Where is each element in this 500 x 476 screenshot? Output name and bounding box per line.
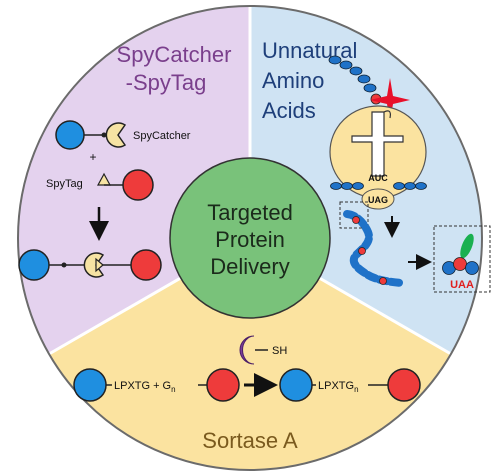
codon-label: UAG [368, 195, 388, 205]
mrna-bead [393, 182, 405, 190]
red-protein-ball [122, 169, 154, 201]
blue-protein-ball [18, 249, 50, 281]
red-protein-ball [130, 249, 162, 281]
chain-bead [465, 261, 479, 275]
mrna-bead [330, 182, 342, 190]
anticodon-label: AUC [368, 173, 388, 183]
lpxtgn-label: LPXTGn [318, 380, 359, 394]
codon-box [361, 188, 395, 210]
trna-cloverleaf-icon [351, 111, 404, 177]
spycatcher-pacman-icon [105, 122, 127, 148]
outer-ring [17, 5, 483, 471]
uaa-label: UAA [450, 279, 474, 291]
trna-acceptor-stem [383, 110, 391, 119]
center-circle [169, 157, 331, 319]
uaa-sidechain-icon [460, 233, 474, 259]
lpxtg-label: LPXTG + Gn [114, 380, 176, 394]
sortase-title: Sortase A [202, 428, 298, 453]
uaa-red-bead [358, 247, 366, 255]
star-icon [370, 78, 410, 122]
chain-bead [349, 66, 363, 76]
chain-bead [363, 83, 377, 93]
uaa-red-bead [379, 277, 387, 285]
blue-protein-ball [279, 368, 313, 402]
uaa-red-bead [352, 216, 360, 224]
spycatcher-title-line-1: SpyCatcher [117, 42, 232, 67]
chain-bead [339, 60, 353, 70]
red-protein-ball [387, 368, 421, 402]
chain-bead [328, 55, 342, 65]
plus-sign: + [89, 150, 96, 164]
sortase-enzyme-icon [239, 335, 255, 365]
mrna-bead [415, 182, 427, 190]
center-line-3: Delivery [210, 254, 289, 279]
linker-node [101, 132, 107, 138]
red-protein-ball [206, 368, 240, 402]
zoom-box-uaa [433, 225, 491, 293]
spycatcher-title-line-2: -SpyTag [126, 70, 207, 95]
chain-bead [357, 74, 371, 84]
blue-protein-ball [73, 368, 107, 402]
linker-node [61, 262, 67, 268]
center-line-1: Targeted [207, 200, 293, 225]
uaa-title-line-1: Unnatural [262, 38, 357, 63]
zoom-box-small [339, 201, 369, 229]
uaa-title-line-2: Amino [262, 68, 324, 93]
spycatcher-label: SpyCatcher [133, 130, 191, 142]
spytag-label: SpyTag [46, 178, 83, 190]
uaa-title-line-3: Acids [262, 98, 316, 123]
blue-protein-ball [55, 120, 85, 150]
sh-label: SH [272, 345, 287, 357]
spytag-triangle-icon [95, 257, 104, 273]
spycatcher-pacman-icon [83, 252, 105, 278]
protein-chain [343, 210, 406, 287]
uaa-red-bead [453, 257, 467, 271]
mrna-bead [341, 182, 353, 190]
mrna-bead [404, 182, 416, 190]
center-line-2: Protein [215, 227, 285, 252]
mrna-bead [352, 182, 364, 190]
